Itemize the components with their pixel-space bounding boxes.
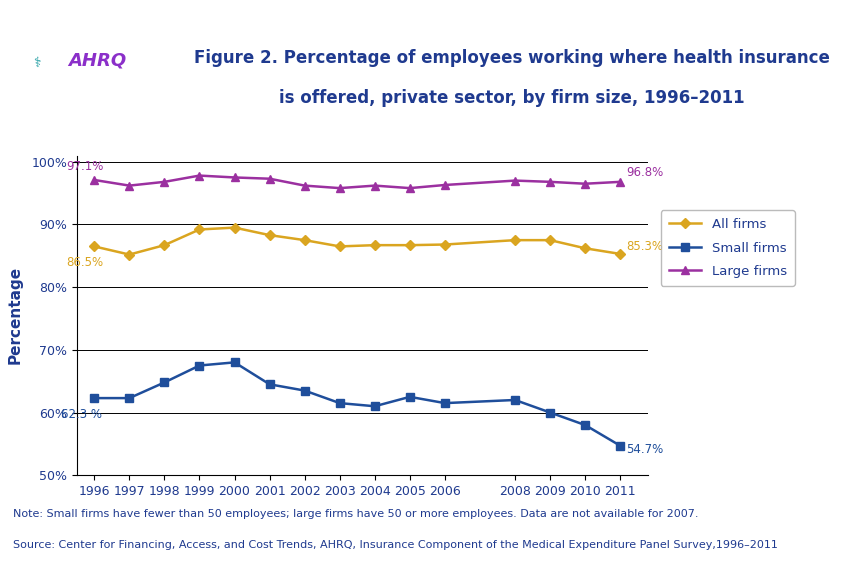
Text: AHRQ: AHRQ <box>67 51 126 69</box>
Text: 96.8%: 96.8% <box>625 166 662 179</box>
Text: 62.3 %: 62.3 % <box>60 408 102 420</box>
Text: ⚕: ⚕ <box>33 56 41 70</box>
Text: 86.5%: 86.5% <box>66 256 104 269</box>
Circle shape <box>10 46 64 80</box>
Text: Note: Small firms have fewer than 50 employees; large firms have 50 or more empl: Note: Small firms have fewer than 50 emp… <box>13 509 698 520</box>
Text: Advancing
Excellence in
Health Care: Advancing Excellence in Health Care <box>72 71 122 103</box>
Text: 85.3%: 85.3% <box>625 240 662 253</box>
Y-axis label: Percentage: Percentage <box>8 266 23 365</box>
Text: 54.7%: 54.7% <box>625 443 662 456</box>
Legend: All firms, Small firms, Large firms: All firms, Small firms, Large firms <box>659 210 794 286</box>
Text: 97.1%: 97.1% <box>66 160 104 173</box>
Text: Figure 2. Percentage of employees working where health insurance: Figure 2. Percentage of employees workin… <box>193 49 829 67</box>
Text: Source: Center for Financing, Access, and Cost Trends, AHRQ, Insurance Component: Source: Center for Financing, Access, an… <box>13 540 777 551</box>
Text: is offered, private sector, by firm size, 1996–2011: is offered, private sector, by firm size… <box>279 89 744 108</box>
